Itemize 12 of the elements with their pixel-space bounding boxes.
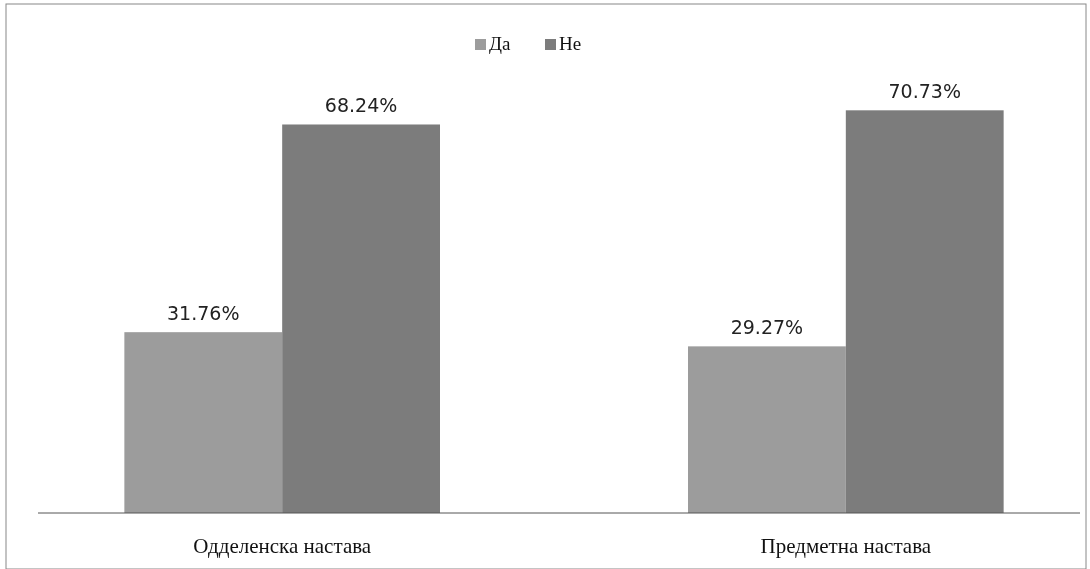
bar <box>845 110 1004 513</box>
legend-label: Не <box>559 33 582 54</box>
x-tick-label: Предметна настава <box>760 534 932 558</box>
data-label: 70.73% <box>888 80 961 103</box>
data-label: 68.24% <box>324 94 398 117</box>
legend-label: Да <box>489 33 511 54</box>
x-tick-label: Одделенска настава <box>193 534 372 558</box>
bar <box>688 346 846 513</box>
bar <box>124 332 283 513</box>
bar <box>282 124 440 513</box>
data-label: 31.76% <box>167 302 240 325</box>
data-label: 29.27% <box>730 316 804 339</box>
